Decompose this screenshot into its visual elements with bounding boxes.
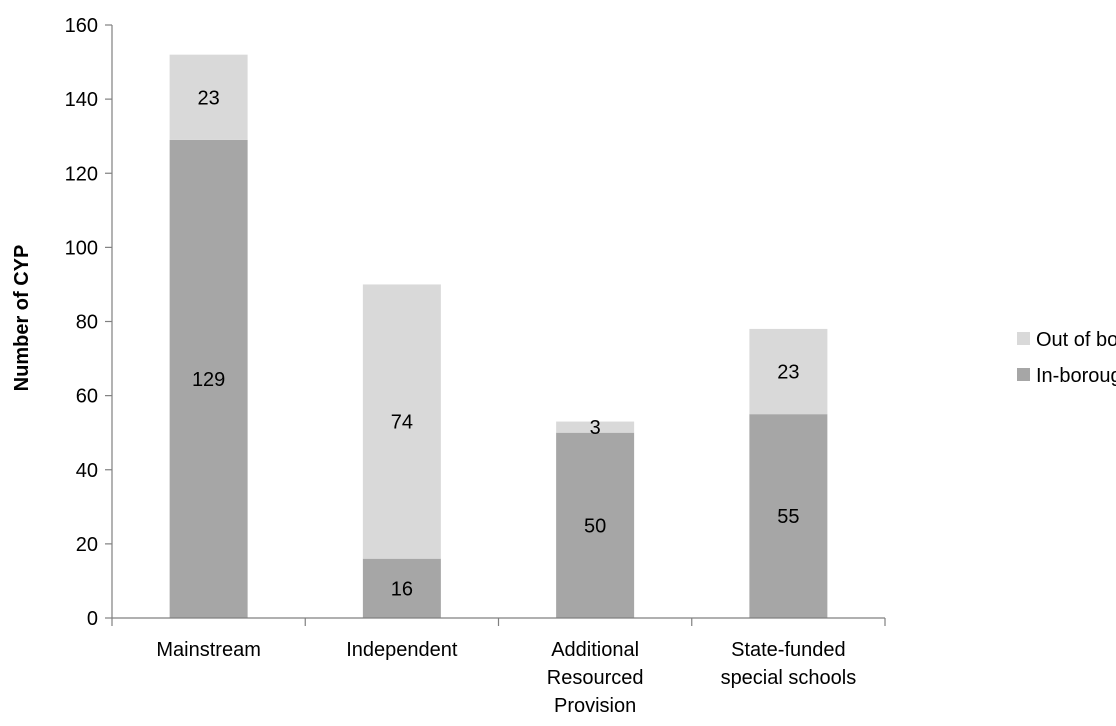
y-tick-label: 100: [65, 237, 98, 259]
bar-in-borough-1: [362, 558, 441, 618]
legend: Out of borough In-borough: [1017, 329, 1116, 387]
data-label-in-borough-3: 55: [777, 506, 799, 528]
data-label-out-of-borough-3: 23: [777, 362, 799, 384]
data-label-out-of-borough-2: 3: [590, 417, 601, 439]
data-label-out-of-borough-1: 74: [391, 412, 413, 434]
data-label-in-borough-2: 50: [584, 515, 606, 537]
y-tick-label: 140: [65, 89, 98, 111]
data-labels-group: 129 23 16 74 50 3 55 23: [192, 87, 800, 600]
legend-swatch-in-borough: [1017, 368, 1030, 381]
data-label-in-borough-0: 129: [192, 369, 225, 391]
bar-in-borough-0: [169, 139, 248, 619]
y-axis-label: Number of CYP: [11, 245, 33, 392]
legend-swatch-out-of-borough: [1017, 332, 1030, 345]
y-tick-label: 20: [76, 534, 98, 556]
x-category-label: Mainstream: [156, 639, 260, 661]
legend-label-in-borough: In-borough: [1036, 365, 1116, 387]
bar-in-borough-2: [556, 432, 635, 618]
y-tick-label: 80: [76, 312, 98, 334]
data-label-out-of-borough-0: 23: [198, 87, 220, 109]
bar-out-of-borough-0: [169, 54, 248, 140]
y-tick-label: 160: [65, 15, 98, 37]
bar-out-of-borough-1: [362, 284, 441, 559]
x-category-label: State-funded special schools: [721, 639, 857, 689]
y-axis: 0 20 40 60 80 100 120 140 160: [65, 15, 113, 630]
y-tick-label: 40: [76, 460, 98, 482]
x-category-label: Independent: [346, 639, 458, 661]
y-tick-label: 60: [76, 386, 98, 408]
legend-label-out-of-borough: Out of borough: [1036, 329, 1116, 351]
bar-out-of-borough-2: [556, 421, 635, 433]
x-axis: Mainstream Independent Additional Resourced…: [111, 617, 886, 717]
bar-out-of-borough-3: [749, 328, 828, 415]
y-tick-label: 120: [65, 163, 98, 185]
data-label-in-borough-1: 16: [391, 578, 413, 600]
bar-in-borough-3: [749, 414, 828, 618]
x-category-label: Additional Resourced Provision: [547, 639, 644, 717]
bars-group: [169, 54, 828, 619]
y-tick-label: 0: [87, 608, 98, 630]
